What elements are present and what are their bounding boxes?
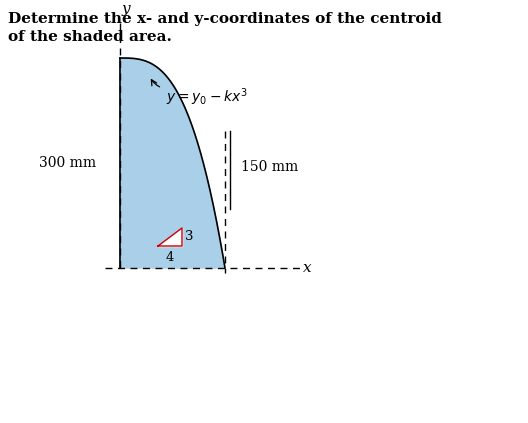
Text: x: x [303, 261, 312, 275]
Text: 150 mm: 150 mm [241, 160, 298, 174]
Text: of the shaded area.: of the shaded area. [8, 30, 172, 44]
Text: Determine the x- and y-coordinates of the centroid: Determine the x- and y-coordinates of th… [8, 12, 442, 26]
Text: 4: 4 [166, 251, 174, 264]
Text: 3: 3 [185, 231, 193, 244]
Text: $y = y_0 - kx^3$: $y = y_0 - kx^3$ [166, 86, 248, 107]
Polygon shape [158, 228, 182, 246]
Polygon shape [120, 58, 225, 268]
Text: 300 mm: 300 mm [40, 156, 97, 170]
Text: y: y [122, 2, 130, 16]
